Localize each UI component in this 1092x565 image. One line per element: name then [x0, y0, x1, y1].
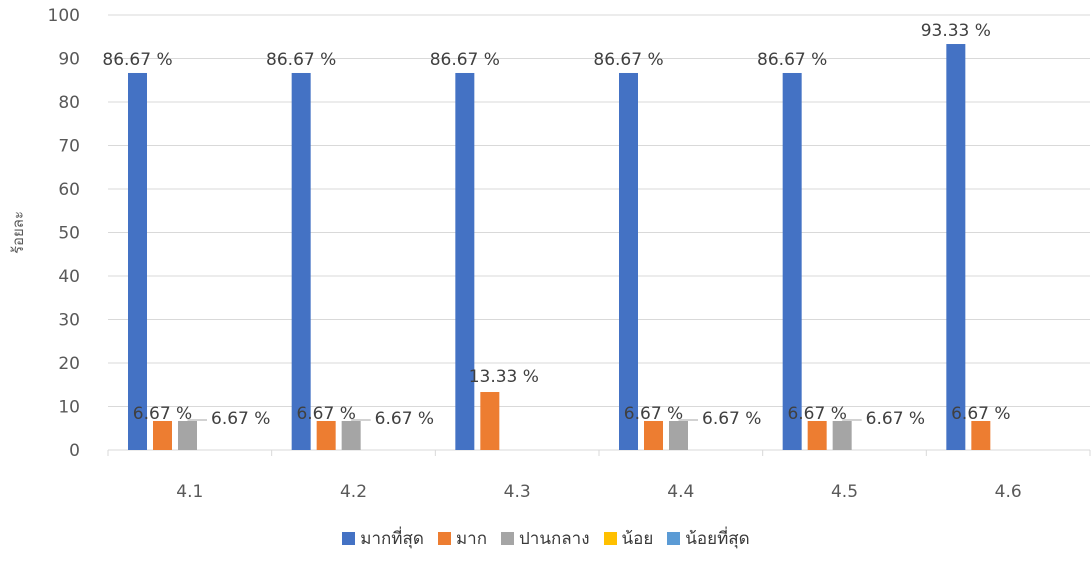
bar-1-2 [480, 392, 500, 450]
legend-swatch [603, 531, 617, 545]
legend-label: ปานกลาง [518, 528, 590, 549]
x-tick-label: 4.5 [831, 482, 858, 502]
x-tick-label: 4.1 [176, 482, 203, 502]
bar-1-0 [153, 420, 172, 450]
legend-item: น้อย [603, 525, 654, 552]
x-tick-label: 4.6 [995, 482, 1022, 502]
bar-1-4 [807, 420, 827, 450]
y-tick-label: 0 [69, 441, 80, 461]
legend-swatch [342, 531, 356, 545]
y-tick-label: 20 [58, 354, 80, 374]
y-tick-label: 70 [58, 137, 80, 157]
data-label: 86.67 % [757, 50, 827, 70]
x-tick-label: 4.4 [667, 482, 694, 502]
data-label: 6.67 % [787, 404, 846, 424]
data-label: 6.67 % [624, 404, 683, 424]
bar-0-4 [782, 72, 802, 450]
data-label: 6.67 % [296, 404, 355, 424]
y-tick-label: 10 [58, 398, 80, 418]
data-label: 86.67 % [102, 50, 172, 70]
x-tick-label: 4.3 [504, 482, 531, 502]
y-tick-label: 100 [48, 6, 80, 26]
data-label: 86.67 % [593, 50, 663, 70]
data-label: 6.67 % [866, 409, 925, 429]
y-tick-label: 80 [58, 93, 80, 113]
y-axis-label: ร้อยละ [9, 211, 27, 254]
legend-item: มากที่สุด [342, 525, 424, 552]
legend-item: ปานกลาง [500, 525, 590, 552]
data-label: 86.67 % [266, 50, 336, 70]
y-tick-label: 50 [58, 224, 80, 244]
bar-1-1 [316, 420, 336, 450]
bar-0-2 [455, 72, 475, 450]
bar-2-1 [341, 420, 361, 450]
y-tick-label: 60 [58, 180, 80, 200]
legend-swatch [437, 531, 451, 545]
bar-0-0 [128, 72, 147, 450]
chart-legend: มากที่สุด มาก ปานกลาง น้อย น้อยที่สุด [0, 523, 1092, 553]
bar-0-3 [619, 72, 638, 450]
bar-0-5 [946, 44, 966, 451]
legend-item: มาก [437, 525, 487, 552]
data-label: 6.67 % [702, 409, 761, 429]
legend-label: น้อยที่สุด [685, 528, 750, 549]
bar-2-3 [669, 420, 688, 450]
data-label: 6.67 % [375, 409, 434, 429]
legend-swatch [500, 531, 514, 545]
bar-2-4 [832, 420, 852, 450]
x-tick-label: 4.2 [340, 482, 367, 502]
legend-swatch [667, 531, 681, 545]
data-label: 6.67 % [951, 404, 1010, 424]
bar-1-3 [644, 420, 663, 450]
data-label: 6.67 % [133, 404, 192, 424]
bar-1-5 [971, 420, 991, 450]
legend-label: มาก [455, 528, 487, 549]
data-label: 6.67 % [211, 409, 270, 429]
data-label: 93.33 % [921, 21, 991, 41]
legend-item: น้อยที่สุด [667, 525, 750, 552]
data-label: 13.33 % [469, 367, 539, 387]
legend-label: มากที่สุด [360, 528, 424, 549]
y-tick-label: 30 [58, 311, 80, 331]
data-label: 86.67 % [430, 50, 500, 70]
y-tick-label: 40 [58, 267, 80, 287]
y-tick-label: 90 [58, 50, 80, 70]
bar-0-1 [291, 72, 311, 450]
bar-2-0 [178, 420, 197, 450]
legend-label: น้อย [621, 528, 654, 549]
